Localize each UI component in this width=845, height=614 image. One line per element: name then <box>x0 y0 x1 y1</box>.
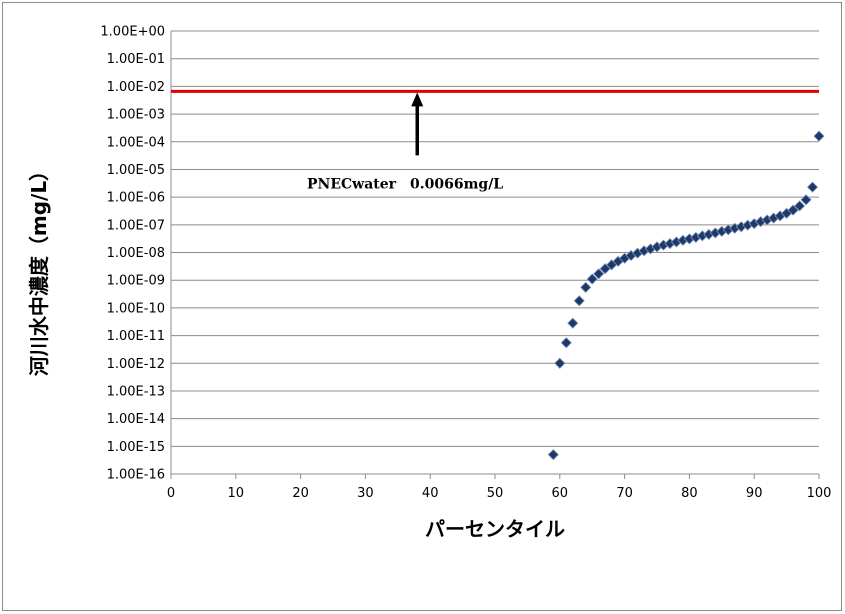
annotation-arrow-head <box>411 92 424 107</box>
y-tick-label: 1.00E-01 <box>107 52 165 67</box>
data-point <box>806 181 819 193</box>
data-point <box>580 281 592 293</box>
y-tick-label: 1.00E-13 <box>107 384 165 399</box>
y-tick-label: 1.00E-04 <box>107 135 165 150</box>
data-point <box>800 194 812 206</box>
x-tick-label: 60 <box>552 486 569 501</box>
y-tick-label: 1.00E-16 <box>107 468 165 483</box>
data-point <box>593 268 605 280</box>
x-tick-labels: 0 10 20 30 40 50 60 70 80 90 100 <box>167 474 832 501</box>
data-point <box>793 200 806 212</box>
data-point <box>547 449 559 461</box>
x-tick-label: 10 <box>228 486 245 501</box>
gridlines <box>171 30 819 475</box>
x-tick-label: 50 <box>487 486 504 501</box>
x-tick-label: 0 <box>167 486 175 501</box>
y-axis-title: 河川水中濃度（mg/L） <box>27 161 51 376</box>
x-tick-label: 30 <box>357 486 374 501</box>
data-point <box>573 295 585 307</box>
y-tick-labels: 1.00E+00 1.00E-01 1.00E-02 1.00E-03 1.00E-04… <box>100 25 165 483</box>
x-axis-title: パーセンタイル <box>425 517 565 541</box>
y-tick-label: 1.00E-02 <box>107 80 165 95</box>
y-tick-label: 1.00E-14 <box>107 412 165 427</box>
x-tick-label: 40 <box>422 486 439 501</box>
y-tick-label: 1.00E-10 <box>107 301 165 316</box>
y-tick-label: 1.00E-11 <box>107 329 165 344</box>
y-tick-label: 1.00E-12 <box>107 357 165 372</box>
y-tick-label: 1.00E-09 <box>107 274 165 289</box>
y-tick-label: 1.00E+00 <box>100 25 165 40</box>
data-point <box>554 357 566 369</box>
y-tick-label: 1.00E-07 <box>107 218 165 233</box>
data-point <box>787 204 799 216</box>
y-tick-label: 1.00E-03 <box>107 108 165 123</box>
x-tick-label: 90 <box>746 486 763 501</box>
y-tick-label: 1.00E-05 <box>107 163 165 178</box>
reference-line-group <box>171 89 819 156</box>
pnec-annotation: PNECwater 0.0066mg/L <box>307 176 503 192</box>
data-point <box>813 130 825 142</box>
x-tick-label: 100 <box>807 486 832 501</box>
data-point <box>567 317 579 329</box>
data-points <box>547 130 825 461</box>
data-point <box>586 273 598 285</box>
x-tick-label: 70 <box>616 486 633 501</box>
y-tick-label: 1.00E-06 <box>107 191 165 206</box>
data-point <box>560 337 572 349</box>
axes <box>170 31 819 475</box>
y-tick-label: 1.00E-15 <box>107 440 165 455</box>
chart: 1.00E+00 1.00E-01 1.00E-02 1.00E-03 1.00E-04… <box>27 25 832 542</box>
x-tick-label: 80 <box>681 486 698 501</box>
x-tick-label: 20 <box>292 486 309 501</box>
y-tick-label: 1.00E-08 <box>107 246 165 261</box>
